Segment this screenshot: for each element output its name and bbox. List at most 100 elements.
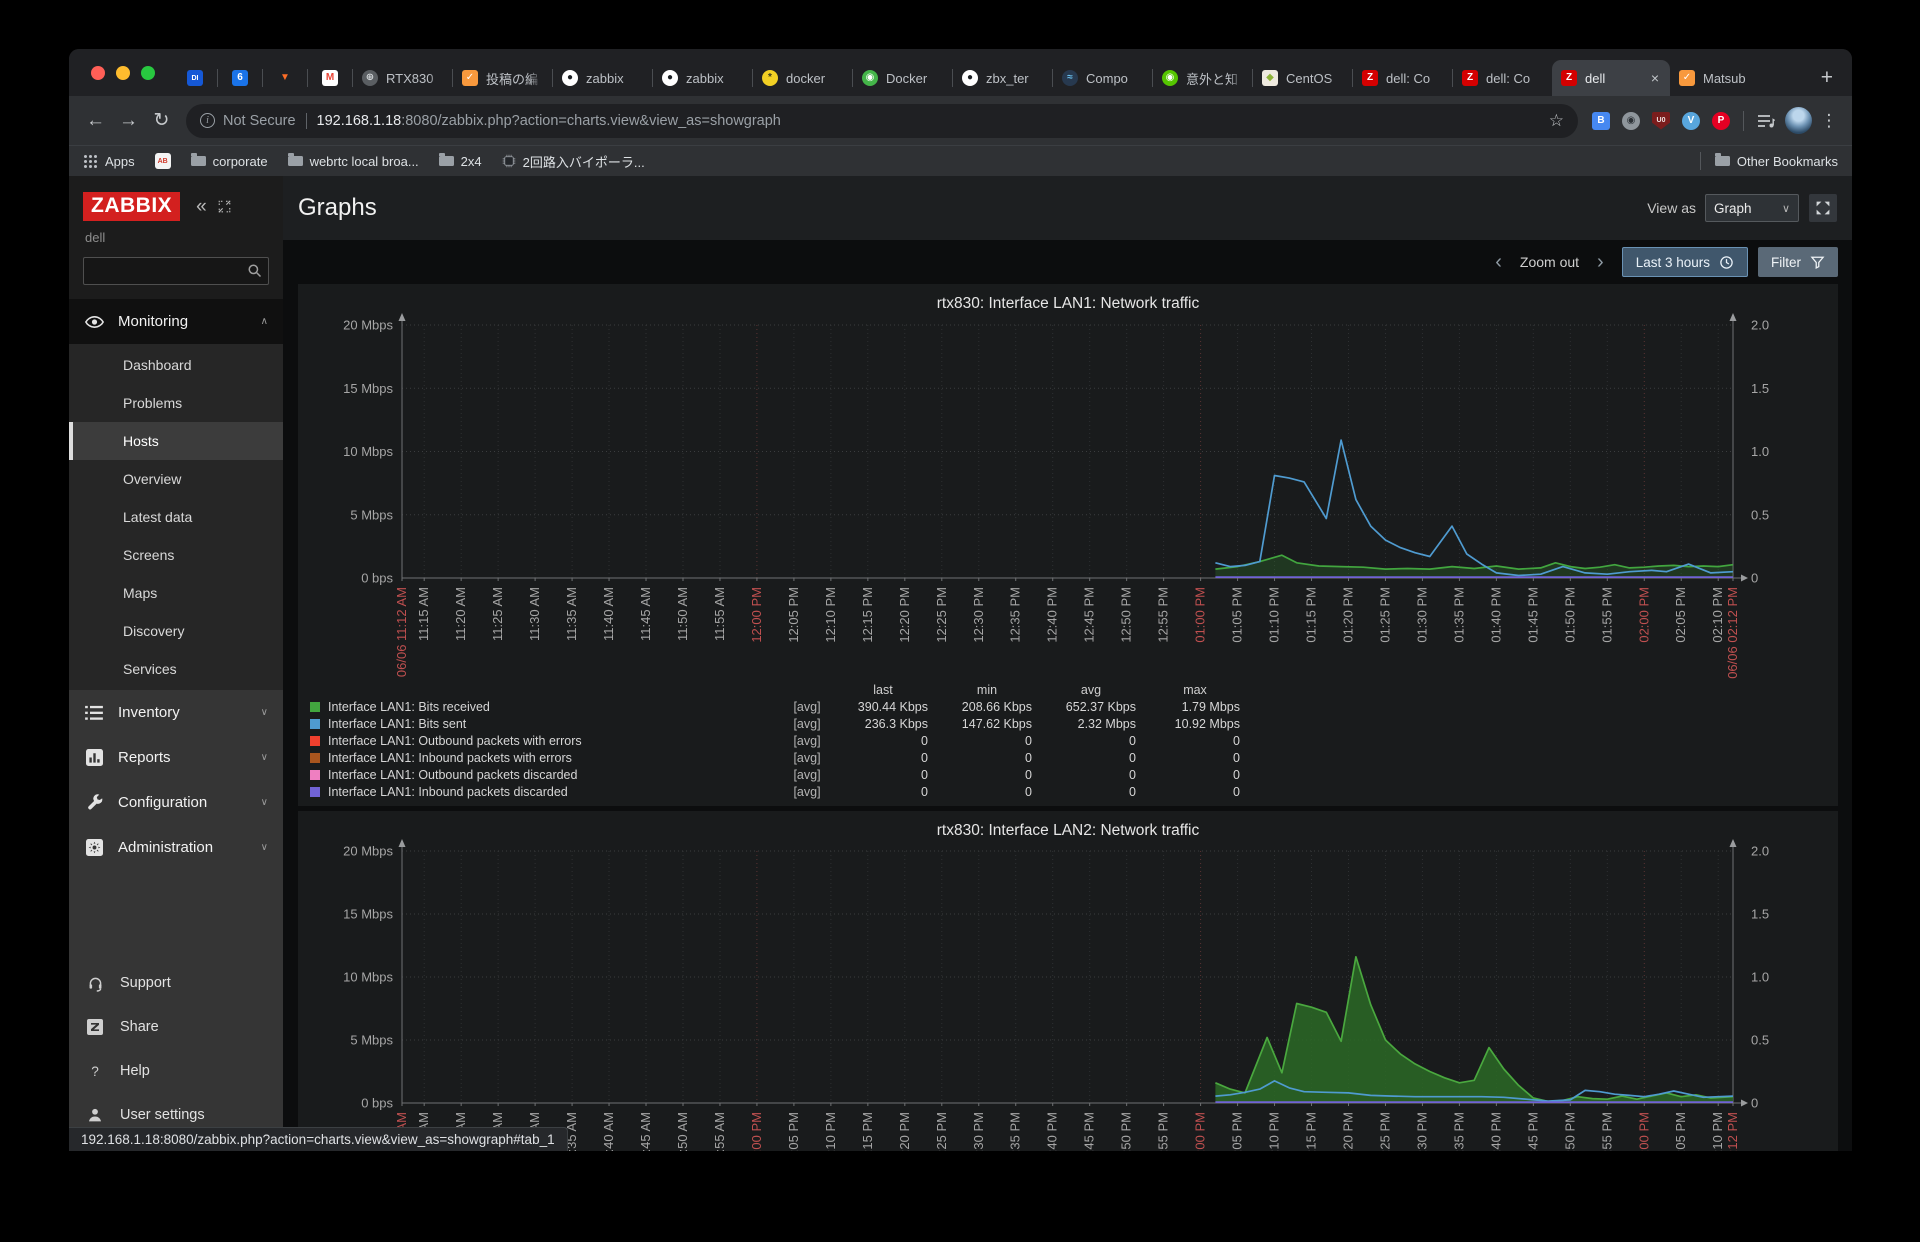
- profile-avatar[interactable]: [1785, 107, 1812, 134]
- svg-text:12:35 PM: 12:35 PM: [1008, 587, 1023, 643]
- zoom-out-button[interactable]: Zoom out: [1519, 254, 1580, 270]
- time-forward-icon[interactable]: ›: [1597, 251, 1604, 273]
- sidebar-item-maps[interactable]: Maps: [123, 585, 158, 601]
- pinterest-icon[interactable]: P: [1708, 108, 1734, 134]
- svg-text:12:50 PM: 12:50 PM: [1119, 1112, 1134, 1151]
- sidebar-collapse-icon[interactable]: «: [196, 195, 207, 217]
- chevron-down-icon: ∨: [260, 752, 268, 763]
- legend-series-name: Interface LAN1: Inbound packets with err…: [328, 750, 572, 765]
- back-button[interactable]: ←: [86, 109, 105, 131]
- new-tab-button[interactable]: +: [1820, 66, 1833, 89]
- bookmark-item[interactable]: AB: [154, 153, 171, 169]
- time-range-button[interactable]: Last 3 hours: [1621, 247, 1748, 277]
- url-bar[interactable]: i Not Secure 192.168.1.18 :8080/zabbix.p…: [186, 103, 1578, 138]
- pinned-tab[interactable]: M: [308, 60, 352, 96]
- v-extension-icon: V: [1682, 111, 1700, 130]
- svg-text:02:05 PM: 02:05 PM: [1673, 587, 1688, 643]
- sidebar-item-latest-data[interactable]: Latest data: [123, 509, 193, 525]
- svg-text:11:35 AM: 11:35 AM: [564, 587, 579, 641]
- v-extension-icon[interactable]: V: [1678, 108, 1704, 134]
- svg-text:01:25 PM: 01:25 PM: [1377, 1112, 1392, 1151]
- minimize-window-button[interactable]: [116, 65, 130, 80]
- sidebar-item-screens[interactable]: Screens: [123, 547, 175, 563]
- sidebar-item-hosts[interactable]: Hosts: [69, 422, 283, 460]
- bookmark-folder[interactable]: 2x4: [438, 153, 482, 169]
- sidebar-hide-icon[interactable]: [217, 199, 232, 214]
- browser-tab[interactable]: ⊕ RTX830: [353, 60, 452, 96]
- browser-tab[interactable]: ◉ 意外と知: [1153, 60, 1252, 96]
- translate-extension-icon[interactable]: B: [1588, 108, 1614, 134]
- folder-icon: [1714, 153, 1730, 166]
- browser-tab[interactable]: ● zabbix: [653, 60, 752, 96]
- other-bookmarks[interactable]: Other Bookmarks: [1714, 153, 1838, 169]
- sidebar-item-discovery[interactable]: Discovery: [123, 623, 185, 639]
- browser-toolbar: ← → ↻ i Not Secure 192.168.1.18 :8080/za…: [69, 96, 1852, 145]
- browser-tab[interactable]: ◆ CentOS: [1253, 60, 1352, 96]
- browser-tab[interactable]: ≈ Compo: [1053, 60, 1152, 96]
- legend-header: min: [976, 682, 998, 697]
- browser-menu-icon[interactable]: ⋮: [1820, 110, 1838, 130]
- legend-value-min: 208.66 Kbps: [961, 699, 1032, 714]
- kiosk-mode-button[interactable]: [1809, 194, 1837, 222]
- window-controls[interactable]: [69, 49, 173, 96]
- sidebar-footer-user-settings[interactable]: User settings: [69, 1093, 283, 1137]
- browser-tab[interactable]: ● zabbix: [553, 60, 652, 96]
- time-back-icon[interactable]: ‹: [1495, 251, 1502, 273]
- sidebar-section-configuration[interactable]: Configuration ∨: [69, 780, 283, 825]
- tab-close-icon[interactable]: ×: [1650, 70, 1659, 86]
- tab-divider: [652, 69, 653, 87]
- footer-label: Support: [120, 975, 171, 991]
- svg-text:20 Mbps: 20 Mbps: [343, 844, 393, 859]
- ublock-origin-icon[interactable]: U0: [1648, 108, 1674, 134]
- tab-divider: [1252, 69, 1253, 87]
- svg-text:0: 0: [1751, 571, 1758, 586]
- camera-extension-icon[interactable]: ◉: [1618, 108, 1644, 134]
- bookmark-folder[interactable]: webrtc local broa...: [287, 153, 419, 169]
- zabbix-logo[interactable]: ZABBIX: [83, 192, 181, 221]
- zoom-window-button[interactable]: [141, 65, 155, 80]
- legend-value-max: 1.79 Mbps: [1181, 699, 1240, 714]
- svg-text:12:05 PM: 12:05 PM: [786, 587, 801, 643]
- sidebar-footer-help[interactable]: ? Help: [69, 1049, 283, 1093]
- sidebar-item-services[interactable]: Services: [123, 661, 177, 677]
- svg-text:01:35 PM: 01:35 PM: [1451, 587, 1466, 643]
- browser-tab[interactable]: ✓ 投稿の編: [453, 60, 552, 96]
- sidebar-section-reports[interactable]: Reports ∨: [69, 735, 283, 780]
- reload-button[interactable]: ↻: [153, 110, 170, 131]
- filter-button[interactable]: Filter: [1758, 247, 1838, 277]
- sidebar-footer-share[interactable]: Share: [69, 1005, 283, 1049]
- sidebar-item-overview[interactable]: Overview: [123, 471, 182, 487]
- legend-value-min: 0: [1025, 784, 1032, 799]
- legend-value-last: 0: [921, 784, 928, 799]
- browser-tab[interactable]: ◉ Docker: [853, 60, 952, 96]
- sidebar-item-dashboard[interactable]: Dashboard: [123, 357, 192, 373]
- bookmark-folder[interactable]: corporate: [190, 153, 268, 169]
- view-as-select[interactable]: Graph ∨: [1705, 194, 1799, 222]
- sidebar-section-monitoring[interactable]: Monitoring ∧: [69, 299, 283, 344]
- apps-shortcut[interactable]: Apps: [83, 154, 135, 169]
- sidebar-item-problems[interactable]: Problems: [123, 395, 183, 411]
- sidebar-search-input[interactable]: [83, 257, 269, 285]
- info-icon[interactable]: i: [200, 113, 215, 128]
- bookmark-star-icon[interactable]: ☆: [1548, 110, 1564, 130]
- sidebar-section-inventory[interactable]: Inventory ∨: [69, 690, 283, 735]
- browser-tab[interactable]: ✓ Matsub: [1670, 60, 1769, 96]
- pinned-tab[interactable]: DI: [173, 60, 217, 96]
- close-window-button[interactable]: [91, 65, 105, 80]
- browser-tab[interactable]: * docker: [753, 60, 852, 96]
- sidebar-section-administration[interactable]: Administration ∨: [69, 825, 283, 870]
- pinned-tab[interactable]: 6: [218, 60, 262, 96]
- browser-tab[interactable]: ● zbx_ter: [953, 60, 1052, 96]
- search-icon[interactable]: [247, 263, 262, 283]
- forward-button[interactable]: →: [119, 109, 138, 131]
- bookmark-item[interactable]: 2回路入バイポーラ...: [502, 152, 645, 171]
- zabbix-icon: Z: [1561, 70, 1577, 86]
- pinned-tab[interactable]: ▼: [263, 60, 307, 96]
- sidebar-footer-support[interactable]: Support: [69, 961, 283, 1005]
- lan1-chart-plot[interactable]: 06/06 11:12 AM 11:15 AM 11:20 AM 11:25 AM 11…: [298, 284, 1838, 684]
- playlist-icon[interactable]: [1753, 108, 1779, 134]
